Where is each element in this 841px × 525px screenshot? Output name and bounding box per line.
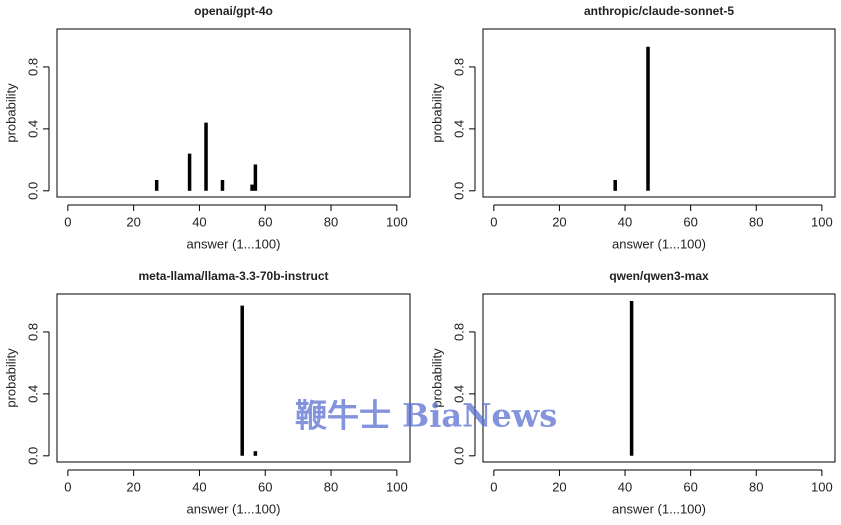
x-tick-label: 60 bbox=[258, 214, 272, 229]
x-tick-label: 40 bbox=[192, 479, 206, 494]
x-tick-label: 80 bbox=[749, 214, 763, 229]
y-tick-label: 0.0 bbox=[25, 447, 40, 465]
y-axis-label: probability bbox=[429, 348, 444, 408]
x-tick-label: 100 bbox=[386, 479, 408, 494]
x-tick-label: 80 bbox=[324, 479, 338, 494]
x-axis-label: answer (1...100) bbox=[187, 501, 281, 516]
y-tick-label: 0.0 bbox=[25, 182, 40, 200]
x-tick-label: 80 bbox=[749, 479, 763, 494]
x-tick-label: 100 bbox=[811, 214, 833, 229]
chart-title: qwen/qwen3-max bbox=[609, 269, 709, 283]
watermark: 鞭牛士 BiaNews bbox=[295, 397, 557, 435]
x-axis-label: answer (1...100) bbox=[187, 236, 281, 251]
y-tick-label: 0.4 bbox=[451, 385, 466, 403]
y-axis-label: probability bbox=[429, 83, 444, 143]
x-tick-label: 60 bbox=[683, 214, 697, 229]
y-tick-label: 0.8 bbox=[25, 58, 40, 76]
plot-box bbox=[56, 293, 411, 463]
y-tick-label: 0.4 bbox=[451, 120, 466, 138]
x-tick-label: 100 bbox=[811, 479, 833, 494]
y-tick-label: 0.0 bbox=[451, 182, 466, 200]
x-tick-label: 0 bbox=[490, 214, 497, 229]
y-tick-label: 0.8 bbox=[25, 323, 40, 341]
plot-box bbox=[56, 28, 411, 198]
y-axis-label: probability bbox=[3, 348, 18, 408]
y-tick-label: 0.0 bbox=[451, 447, 466, 465]
x-axis-label: answer (1...100) bbox=[612, 236, 706, 251]
x-tick-label: 40 bbox=[192, 214, 206, 229]
x-tick-label: 100 bbox=[386, 214, 408, 229]
y-tick-label: 0.8 bbox=[451, 58, 466, 76]
y-tick-label: 0.4 bbox=[25, 120, 40, 138]
x-tick-label: 20 bbox=[126, 479, 140, 494]
y-tick-label: 0.4 bbox=[25, 385, 40, 403]
x-tick-label: 60 bbox=[258, 479, 272, 494]
x-tick-label: 20 bbox=[552, 214, 566, 229]
y-tick-label: 0.8 bbox=[451, 323, 466, 341]
x-tick-label: 0 bbox=[64, 214, 71, 229]
x-tick-label: 60 bbox=[683, 479, 697, 494]
chart-title: meta-llama/llama-3.3-70b-instruct bbox=[138, 269, 328, 283]
chart-title: openai/gpt-4o bbox=[194, 4, 273, 18]
plot-box bbox=[482, 28, 836, 198]
x-tick-label: 0 bbox=[64, 479, 71, 494]
x-tick-label: 0 bbox=[490, 479, 497, 494]
plot-box bbox=[482, 293, 836, 463]
x-tick-label: 40 bbox=[618, 214, 632, 229]
x-tick-label: 20 bbox=[126, 214, 140, 229]
x-tick-label: 40 bbox=[618, 479, 632, 494]
y-axis-label: probability bbox=[3, 83, 18, 143]
chart-title: anthropic/claude-sonnet-5 bbox=[584, 4, 734, 18]
x-axis-label: answer (1...100) bbox=[612, 501, 706, 516]
x-tick-label: 20 bbox=[552, 479, 566, 494]
x-tick-label: 80 bbox=[324, 214, 338, 229]
